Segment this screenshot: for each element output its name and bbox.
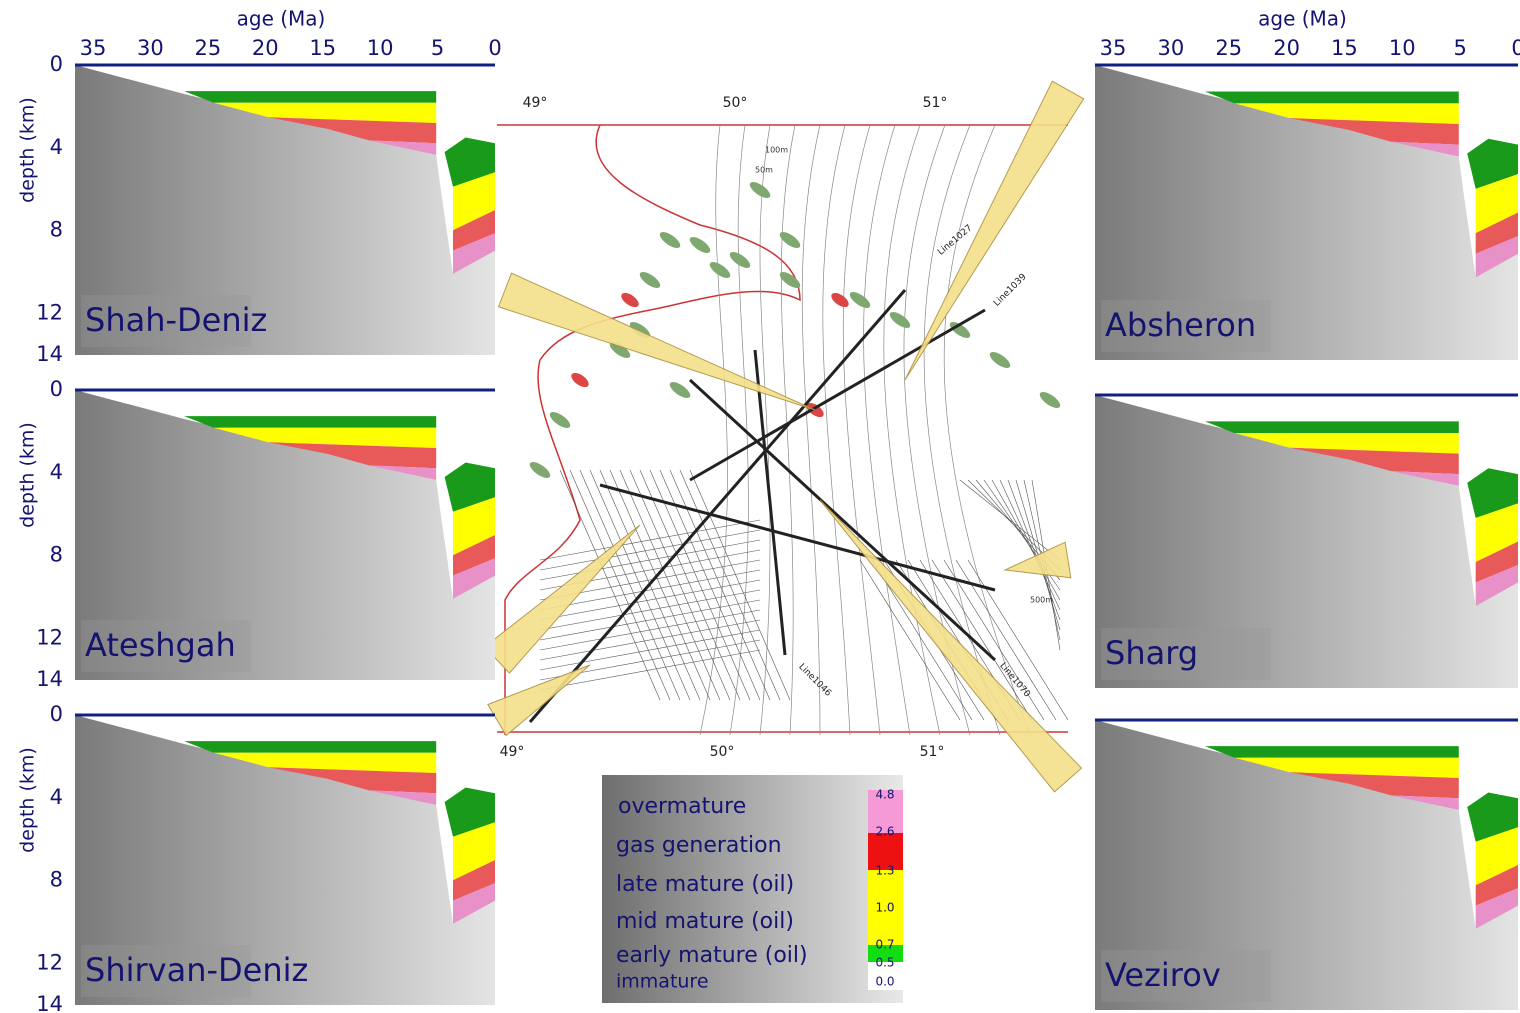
depth-tick-label: 0 (50, 52, 63, 76)
isobath-label: 50m (755, 166, 773, 175)
map-longitude: 50° (723, 95, 748, 111)
age-tick-label: 15 (1331, 36, 1358, 60)
age-tick-label: 5 (1453, 36, 1466, 60)
figure: 49°50°51°49°50°51°100m50m500mLine1027Lin… (0, 0, 1520, 1013)
isobath-label: 500m (1030, 596, 1053, 605)
zone-early (184, 416, 436, 428)
depth-tick-label: 14 (36, 667, 63, 691)
age-tick-label: 5 (431, 36, 444, 60)
legend-ro: 1.0 (875, 901, 894, 915)
age-tick-label: 35 (1100, 36, 1127, 60)
depth-tick-label: 8 (50, 218, 63, 242)
legend-ro: 0.0 (875, 975, 894, 989)
isobath-label: 100m (765, 146, 788, 155)
legend-ro: 0.7 (875, 938, 894, 952)
age-tick-label: 20 (1273, 36, 1300, 60)
zone-early (1205, 746, 1459, 758)
legend-ro: 0.5 (875, 956, 894, 970)
depth-title: depth (km) (17, 97, 39, 203)
map-longitude: 50° (710, 744, 735, 760)
zone-early (1205, 92, 1459, 104)
depth-tick-label: 8 (50, 868, 63, 892)
legend-zone: gas generation (616, 833, 782, 858)
panel-name: Sharg (1105, 634, 1198, 672)
depth-title: depth (km) (17, 747, 39, 853)
age-tick-label: 30 (137, 36, 164, 60)
age-tick-label: 25 (194, 36, 221, 60)
map-longitude: 51° (920, 744, 945, 760)
map-longitude: 49° (500, 744, 525, 760)
age-tick-label: 30 (1157, 36, 1184, 60)
zone-early (184, 91, 436, 103)
zone-early (184, 741, 436, 753)
depth-tick-label: 0 (50, 377, 63, 401)
legend-ro: 1.3 (875, 864, 894, 878)
depth-tick-label: 4 (50, 135, 63, 159)
legend-zone: late mature (oil) (616, 872, 794, 897)
panel-name: Vezirov (1105, 956, 1221, 994)
age-tick-label: 10 (367, 36, 394, 60)
panel-name: Ateshgah (85, 626, 236, 664)
panel-name: Shah-Deniz (85, 301, 267, 339)
legend-ro: 2.6 (875, 825, 894, 839)
age-tick-label: 25 (1215, 36, 1242, 60)
legend-ro: 4.8 (875, 788, 894, 802)
depth-tick-label: 12 (36, 626, 63, 650)
age-title: age (Ma) (237, 7, 326, 31)
map-longitude: 49° (523, 95, 548, 111)
age-tick-label: 0 (488, 36, 501, 60)
map-longitude: 51° (923, 95, 948, 111)
age-tick-label: 35 (80, 36, 107, 60)
panel-name: Absheron (1105, 306, 1256, 344)
legend-zone: mid mature (oil) (616, 909, 794, 934)
age-title: age (Ma) (1258, 7, 1347, 31)
zone-early (1205, 421, 1459, 433)
depth-tick-label: 0 (50, 702, 63, 726)
depth-tick-label: 8 (50, 543, 63, 567)
legend-zone: early mature (oil) (616, 943, 808, 968)
age-tick-label: 0 (1511, 36, 1520, 60)
age-tick-label: 15 (309, 36, 336, 60)
depth-tick-label: 4 (50, 785, 63, 809)
depth-tick-label: 12 (36, 301, 63, 325)
age-tick-label: 20 (252, 36, 279, 60)
legend-zone: overmature (618, 794, 746, 819)
panel-name: Shirvan-Deniz (85, 951, 308, 989)
depth-tick-label: 14 (36, 992, 63, 1013)
legend-zone: immature (616, 971, 709, 993)
depth-tick-label: 12 (36, 951, 63, 975)
depth-tick-label: 4 (50, 460, 63, 484)
depth-tick-label: 14 (36, 342, 63, 366)
age-tick-label: 10 (1389, 36, 1416, 60)
depth-title: depth (km) (17, 422, 39, 528)
